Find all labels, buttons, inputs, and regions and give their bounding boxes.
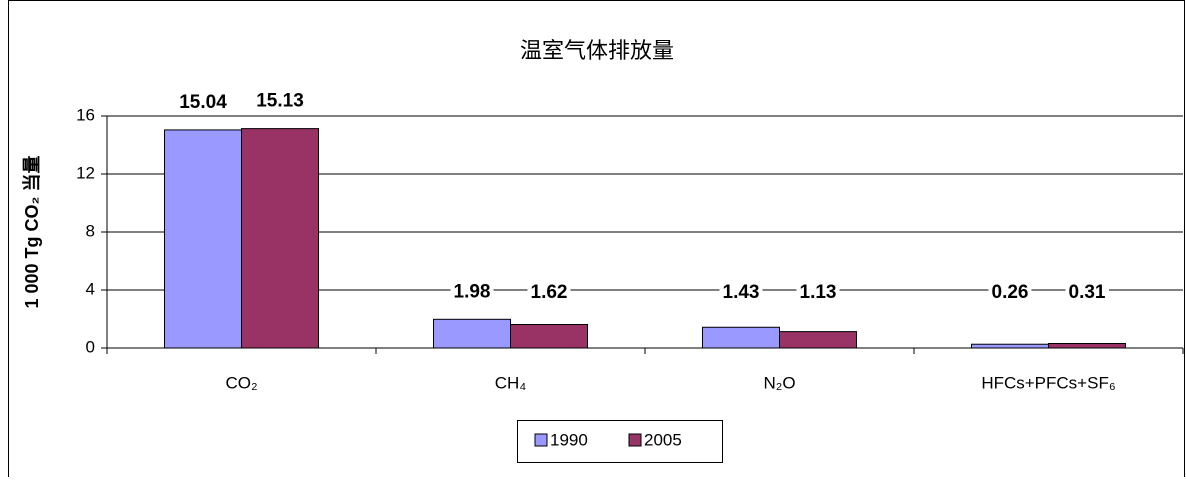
- x-tick-label: HFCs+PFCs+SF₆: [981, 373, 1115, 392]
- value-label-bg: [527, 280, 571, 306]
- value-label: 0.31: [1069, 282, 1106, 303]
- y-tick-label: 12: [76, 163, 95, 182]
- bar: [702, 326, 780, 349]
- value-label: 15.04: [179, 92, 227, 113]
- legend-box: [517, 420, 723, 463]
- value-label: 1.13: [800, 282, 837, 303]
- legend-swatch: [628, 433, 642, 447]
- bar: [433, 318, 511, 349]
- value-label: 0.26: [992, 282, 1029, 303]
- x-tick-label: CO₂: [225, 373, 257, 392]
- value-label-bg: [450, 279, 494, 305]
- value-label: 1.62: [531, 282, 568, 303]
- bar: [1048, 343, 1126, 349]
- y-tick-label: 8: [86, 221, 95, 240]
- bar: [510, 324, 588, 349]
- value-label-bg: [988, 280, 1032, 306]
- value-label-bg: [176, 89, 231, 115]
- value-label-bg: [1065, 280, 1109, 306]
- legend-label: 2005: [644, 430, 682, 449]
- legend-label: 1990: [550, 430, 588, 449]
- y-tick-label: 4: [86, 279, 95, 298]
- value-label-bg: [796, 280, 840, 306]
- chart-title: 温室气体排放量: [520, 38, 674, 63]
- value-label-bg: [719, 280, 763, 306]
- value-label: 1.43: [723, 282, 760, 303]
- legend-swatch: [534, 433, 548, 447]
- y-tick-label: 16: [76, 105, 95, 124]
- bar: [779, 331, 857, 349]
- value-label-bg: [253, 88, 307, 114]
- value-label: 15.13: [256, 91, 304, 112]
- bar: [241, 128, 319, 349]
- bar: [971, 343, 1049, 349]
- y-tick-label: 0: [86, 337, 95, 356]
- value-label: 1.98: [454, 281, 491, 302]
- y-axis-label: 1 000 Tg CO₂ 当量: [21, 155, 42, 308]
- bar: [164, 129, 242, 349]
- x-tick-label: N₂O: [763, 373, 795, 392]
- x-tick-label: CH₄: [495, 373, 527, 392]
